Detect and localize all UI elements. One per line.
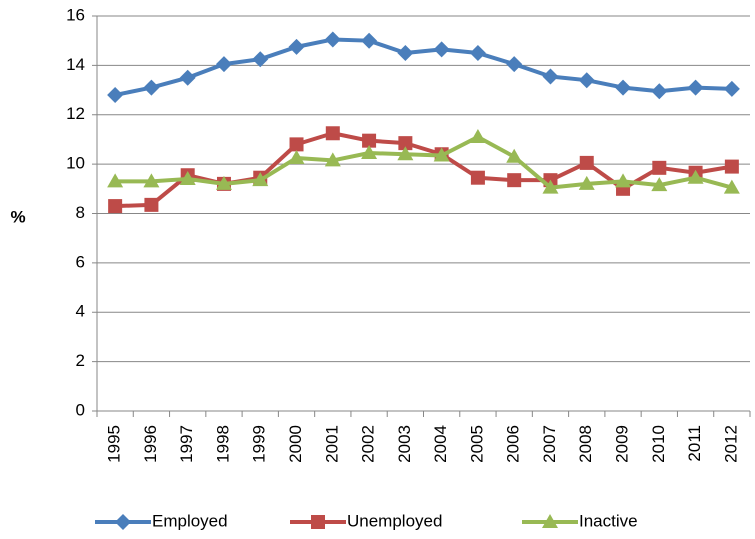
x-tick-label: 1998 [213,425,232,463]
marker [507,173,522,188]
y-tick-label: 6 [76,252,85,271]
marker [215,56,232,73]
x-tick-label: 2001 [322,425,341,463]
y-tick-label: 12 [66,104,85,123]
x-tick-label: 2008 [576,425,595,463]
y-tick-label: 16 [66,5,85,24]
marker [289,137,304,152]
marker [579,155,594,170]
marker [325,126,340,141]
x-tick-label: 2004 [431,425,450,463]
marker [542,514,558,528]
marker [469,128,486,143]
marker [215,175,232,190]
x-tick-label: 2000 [286,425,305,463]
marker [397,146,414,161]
marker [687,79,704,96]
marker [615,79,632,96]
marker [143,173,160,188]
marker [398,136,413,151]
x-tick-label: 2012 [721,425,740,463]
x-tick-label: 2003 [395,425,414,463]
marker [615,173,632,188]
x-tick-label: 1999 [250,425,269,463]
marker [107,173,124,188]
legend-label: Unemployed [347,511,442,530]
marker [578,175,595,190]
x-tick-label: 2007 [540,425,559,463]
marker [397,45,414,62]
marker [324,31,341,48]
x-tick-label: 1996 [141,425,160,463]
x-tick-label: 2006 [504,425,523,463]
x-tick-label: 2002 [359,425,378,463]
y-tick-label: 2 [76,351,85,370]
marker [469,45,486,62]
marker [542,179,559,194]
marker [288,38,305,55]
legend-label: Inactive [579,511,638,530]
marker [324,152,341,167]
marker [433,41,450,58]
marker [361,145,378,160]
y-tick-label: 10 [66,154,85,173]
marker [651,83,668,100]
y-tick-label: 0 [76,400,85,419]
marker [723,179,740,194]
series-line [115,131,733,209]
marker [687,169,704,184]
marker [362,133,377,148]
series-line [115,134,733,190]
x-tick-label: 1995 [105,425,124,463]
marker [470,170,485,185]
y-tick-label: 8 [76,203,85,222]
y-tick-label: 14 [66,55,85,74]
marker [651,177,668,192]
marker [311,515,325,529]
marker [578,72,595,89]
marker [179,170,196,185]
legend-label: Employed [152,511,228,530]
y-axis-label: % [10,207,25,226]
marker [723,80,740,97]
x-tick-label: 2009 [613,425,632,463]
x-tick-label: 2005 [467,425,486,463]
marker [506,148,523,163]
marker [288,149,305,164]
marker [144,197,159,212]
y-tick-label: 4 [76,302,85,321]
x-tick-label: 1997 [177,425,196,463]
series-line [114,37,732,97]
marker [107,87,124,103]
marker [143,79,160,96]
marker [433,147,450,162]
marker [652,160,667,175]
marker [252,51,269,68]
x-tick-label: 2011 [685,425,704,462]
marker [542,68,559,85]
marker [108,199,123,214]
x-tick-label: 2010 [649,425,668,463]
marker [724,159,739,174]
marker [179,69,196,86]
marker [115,514,131,530]
marker [361,32,378,49]
marker [506,56,523,73]
marker [252,172,269,187]
